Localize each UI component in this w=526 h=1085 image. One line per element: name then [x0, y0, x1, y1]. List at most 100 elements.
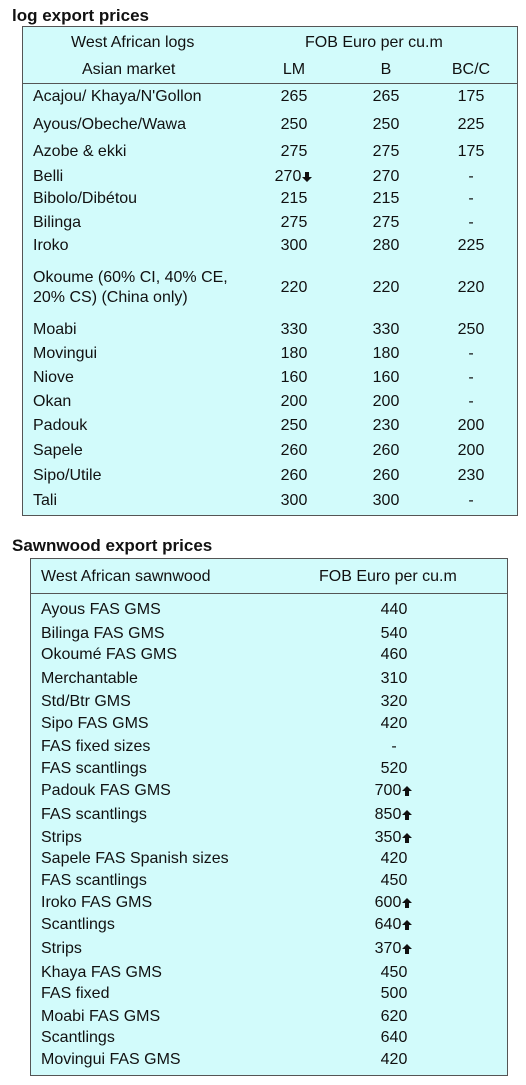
price: - [431, 213, 511, 233]
arrow-down [302, 172, 313, 182]
price-text: 300 [372, 492, 400, 509]
price-text: 270 [274, 168, 302, 185]
price: - [354, 737, 434, 757]
price: 300 [254, 491, 334, 511]
price: 250 [254, 416, 334, 436]
price-text: 260 [372, 442, 400, 459]
price: 420 [354, 714, 434, 734]
price: - [431, 368, 511, 388]
price: 370 [354, 939, 434, 959]
row-name: Belli [33, 168, 64, 185]
price-text: 260 [280, 467, 308, 484]
price-text: 220 [372, 279, 400, 296]
price-text: - [468, 190, 474, 207]
price: 420 [354, 849, 434, 869]
price-text: - [468, 214, 474, 231]
price: - [431, 167, 511, 187]
price: 250 [431, 320, 511, 340]
price-text: 700 [374, 782, 402, 799]
price: 440 [354, 600, 434, 620]
price-text: - [391, 738, 397, 755]
price-text: 270 [372, 168, 400, 185]
price-text: - [468, 345, 474, 362]
row-name: Merchantable [41, 670, 138, 687]
price: 250 [346, 115, 426, 135]
price-text: 420 [380, 715, 408, 732]
price-text: 450 [380, 872, 408, 889]
price: 500 [354, 984, 434, 1004]
price: 260 [346, 441, 426, 461]
price: 620 [354, 1007, 434, 1027]
price-text: 225 [457, 237, 485, 254]
header-name: Asian market [82, 61, 176, 78]
price: 640 [354, 1028, 434, 1048]
price: 215 [346, 189, 426, 209]
price: - [431, 392, 511, 412]
price-text: 440 [380, 601, 408, 618]
row-name: FAS scantlings [41, 872, 147, 889]
price: 460 [354, 645, 434, 665]
price: 225 [431, 115, 511, 135]
price-text: 175 [457, 88, 485, 105]
price: 260 [254, 441, 334, 461]
price-text: - [468, 393, 474, 410]
price: 230 [431, 466, 511, 486]
price-text: 160 [372, 369, 400, 386]
price: 275 [254, 142, 334, 162]
price: 260 [254, 466, 334, 486]
row-name: Khaya FAS GMS [41, 964, 162, 981]
row-name: FAS scantlings [41, 806, 147, 823]
header-rule [31, 593, 507, 594]
price-text: 330 [372, 321, 400, 338]
header-rule [23, 83, 517, 84]
arrow-up [402, 920, 413, 930]
price: 850 [354, 805, 434, 825]
arrow-up [402, 786, 413, 796]
row-name: FAS scantlings [41, 760, 147, 777]
column-header-text: LM [282, 61, 306, 78]
price: 160 [346, 368, 426, 388]
price: 220 [346, 278, 426, 298]
row-name: Bilinga [33, 214, 82, 231]
price-text: 250 [280, 417, 308, 434]
price: 280 [346, 236, 426, 256]
price-text: 300 [280, 492, 308, 509]
price: 275 [254, 213, 334, 233]
price: 215 [254, 189, 334, 209]
arrow-up [402, 810, 413, 820]
header-price: FOB Euro per cu.m [305, 34, 443, 51]
row-name: Movingui FAS GMS [41, 1051, 181, 1068]
row-name: Iroko FAS GMS [41, 894, 153, 911]
price-text: - [468, 168, 474, 185]
price: 520 [354, 759, 434, 779]
row-name: Okoume (60% CI, 40% CE, 20% CS) (China o… [33, 269, 228, 306]
price: 180 [254, 344, 334, 364]
price-text: 420 [380, 850, 408, 867]
price-text: 180 [372, 345, 400, 362]
price-text: 230 [457, 467, 485, 484]
price-text: - [468, 369, 474, 386]
log-table: West African logs Asian market FOB Euro pe… [22, 26, 518, 516]
sawnwood-table: West African sawnwood FOB Euro per cu.m Ay… [30, 558, 508, 1076]
row-name: Sapele FAS Spanish sizes [41, 850, 229, 867]
price-text: 200 [280, 393, 308, 410]
row-name: Std/Btr GMS [41, 693, 131, 710]
row-name: Sipo FAS GMS [41, 715, 149, 732]
price-text: 640 [380, 1029, 408, 1046]
price-text: 275 [280, 143, 308, 160]
price-text: 200 [457, 442, 485, 459]
column-header: LM [254, 60, 334, 80]
price: 300 [346, 491, 426, 511]
price-text: 420 [380, 1051, 408, 1068]
row-name: Strips [41, 829, 82, 846]
price-text: 200 [372, 393, 400, 410]
price-text: 320 [380, 693, 408, 710]
price-text: 220 [280, 279, 308, 296]
price: 230 [346, 416, 426, 436]
price: 540 [354, 624, 434, 644]
arrow-up [402, 944, 413, 954]
sawnwood-title: Sawnwood export prices [12, 536, 213, 555]
price: 200 [431, 441, 511, 461]
price: 175 [431, 142, 511, 162]
price: 270 [254, 167, 334, 187]
